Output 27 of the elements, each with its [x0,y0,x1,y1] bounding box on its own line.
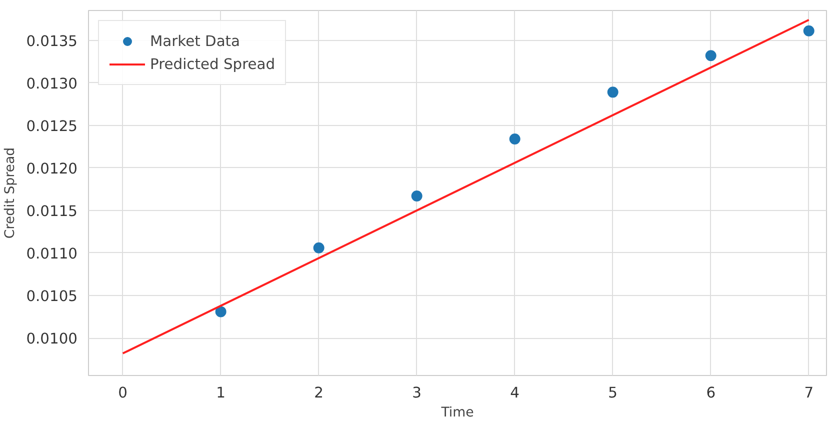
y-tick-label: 0.0125 [26,118,78,135]
legend-label: Market Data [150,32,240,50]
point [803,25,814,36]
point [607,86,618,98]
x-tick-label: 5 [608,384,618,402]
point [705,50,716,62]
x-tick-label: 6 [706,384,716,402]
x-tick-label: 3 [412,384,422,402]
y-tick-label: 0.0105 [26,288,78,306]
point [313,242,324,254]
y-tick-label: 0.0100 [26,330,78,348]
x-tick-label: 0 [118,384,128,402]
point [215,306,226,318]
x-tick-label: 7 [804,384,814,402]
y-tick-label: 0.0110 [26,245,78,262]
x-tick-label: 2 [314,384,324,402]
y-tick-label: 0.0115 [26,202,78,220]
y-tick-label: 0.0135 [26,32,78,50]
point [509,133,520,144]
x-tick-label: 1 [216,384,226,402]
y-tick-label: 0.0130 [26,75,78,92]
x-tick-label: 4 [510,384,520,402]
y-tick-label: 0.0120 [26,160,78,178]
point [411,190,422,202]
y-axis-title: Credit Spread [3,147,18,239]
x-axis-title: Time [440,406,474,420]
legend-label: Predicted Spread [150,56,276,72]
